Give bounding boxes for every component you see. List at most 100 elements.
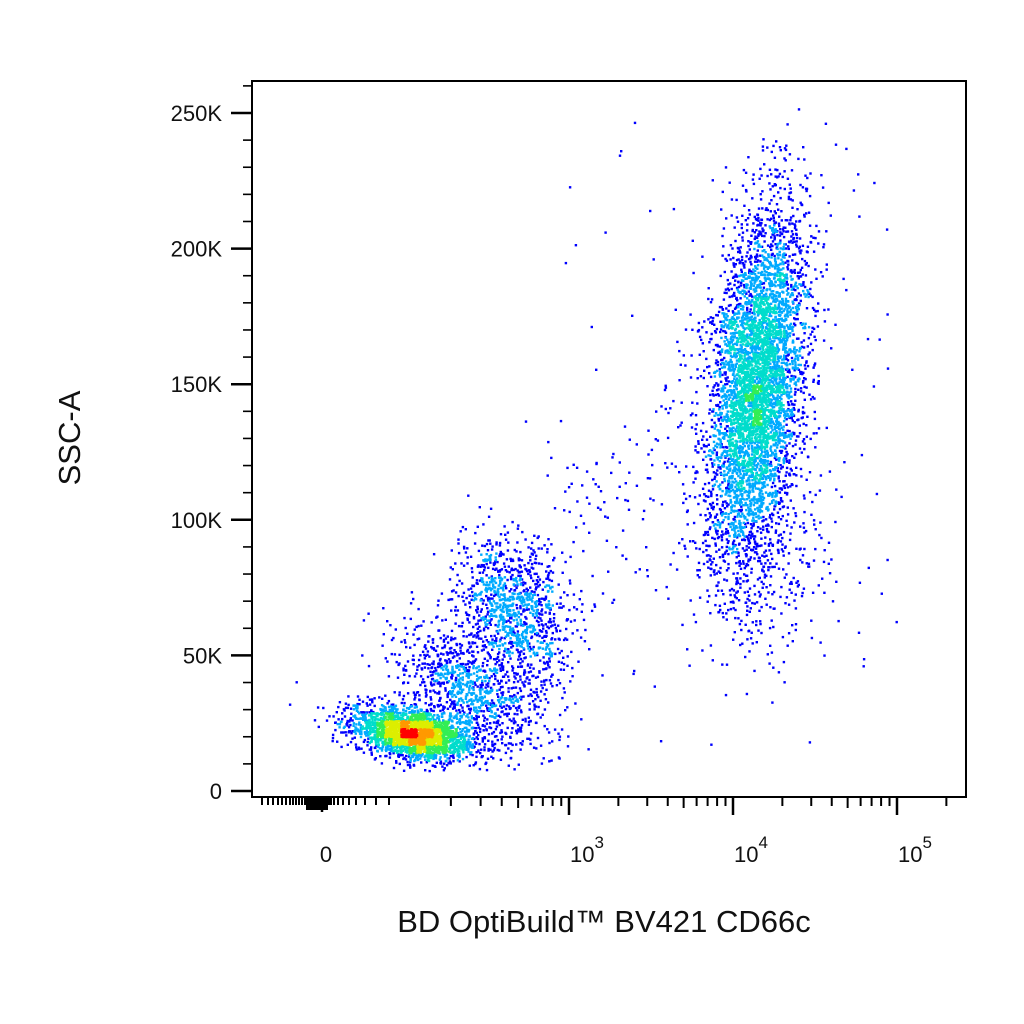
event-dot <box>705 519 708 522</box>
event-dot <box>481 565 485 568</box>
event-dot <box>487 690 490 694</box>
event-dot <box>707 495 710 498</box>
event-dot <box>724 166 728 169</box>
event-dot <box>484 623 487 627</box>
event-dot <box>793 317 796 320</box>
event-dot <box>456 654 459 657</box>
event-dot <box>737 250 740 254</box>
event-dot <box>714 434 717 438</box>
event-dot <box>797 337 800 340</box>
event-dot <box>465 635 468 638</box>
event-dot <box>692 540 695 543</box>
event-dot <box>458 719 461 722</box>
event-dot <box>754 542 757 546</box>
event-dot <box>802 438 806 441</box>
event-dot <box>417 637 421 640</box>
event-dot <box>472 584 476 587</box>
event-dot <box>504 538 508 541</box>
event-dot <box>468 734 471 738</box>
event-dot <box>503 637 506 640</box>
event-dot <box>717 394 721 397</box>
event-dot <box>749 242 753 245</box>
event-dot <box>724 456 727 459</box>
event-dot <box>485 639 488 642</box>
event-dot <box>552 559 555 562</box>
event-dot <box>781 543 784 546</box>
event-dot <box>723 507 727 510</box>
event-dot <box>714 603 717 607</box>
event-dot <box>570 482 573 485</box>
event-dot <box>453 700 456 703</box>
event-dot <box>701 541 705 545</box>
event-dot <box>371 701 374 704</box>
event-dot <box>460 644 464 647</box>
event-dot <box>827 308 830 311</box>
event-dot <box>316 706 320 709</box>
event-dot <box>736 220 740 223</box>
event-dot <box>770 517 773 520</box>
event-dot <box>429 690 432 693</box>
event-dot <box>728 546 731 549</box>
event-dot <box>479 683 482 687</box>
event-dot <box>539 699 542 702</box>
event-dot <box>794 383 798 387</box>
event-dot <box>465 693 468 696</box>
event-dot <box>741 319 745 322</box>
event-dot <box>786 506 789 509</box>
event-dot <box>581 603 584 606</box>
event-dot <box>482 627 486 630</box>
event-dot <box>785 450 788 454</box>
event-dot <box>796 317 799 321</box>
event-dot <box>741 262 744 265</box>
event-dot <box>467 660 470 663</box>
event-dot <box>801 416 804 419</box>
event-dot <box>532 567 535 570</box>
event-dot <box>726 315 729 318</box>
event-dot <box>724 427 727 430</box>
event-dot <box>447 680 451 683</box>
event-dot <box>730 521 733 525</box>
event-dot <box>478 699 482 702</box>
event-dot <box>794 318 797 321</box>
event-dot <box>741 184 745 187</box>
event-dot <box>724 373 727 376</box>
event-dot <box>779 355 782 358</box>
event-dot <box>751 484 754 488</box>
event-dot <box>588 648 591 651</box>
event-dot <box>779 228 782 231</box>
event-dot <box>494 581 498 585</box>
event-dot <box>322 706 325 710</box>
event-dot <box>756 578 760 581</box>
event-dot <box>481 664 484 668</box>
event-dot <box>339 720 343 724</box>
event-dot <box>786 491 789 495</box>
event-dot <box>523 600 526 604</box>
event-dot <box>777 475 780 478</box>
event-dot <box>817 427 821 430</box>
event-dot <box>709 555 712 558</box>
event-dot <box>708 341 711 344</box>
event-dot <box>483 746 486 749</box>
event-dot <box>706 518 710 521</box>
event-dot <box>873 181 876 185</box>
event-dot <box>527 720 531 724</box>
event-dot <box>786 370 790 373</box>
event-dot <box>516 541 519 544</box>
event-dot <box>520 613 523 616</box>
event-dot <box>716 403 720 407</box>
event-dot <box>484 625 488 628</box>
event-dot <box>541 613 544 616</box>
event-dot <box>484 615 487 618</box>
event-dot <box>472 717 475 720</box>
event-dot <box>394 628 397 631</box>
event-dot <box>492 562 495 565</box>
event-dot <box>701 487 705 490</box>
event-dot <box>782 440 785 443</box>
event-dot <box>746 217 750 220</box>
event-dot <box>794 443 797 446</box>
event-dot <box>809 398 813 401</box>
event-dot <box>529 670 533 673</box>
event-dot <box>759 527 762 530</box>
event-dot <box>768 225 771 228</box>
event-dot <box>492 730 496 734</box>
